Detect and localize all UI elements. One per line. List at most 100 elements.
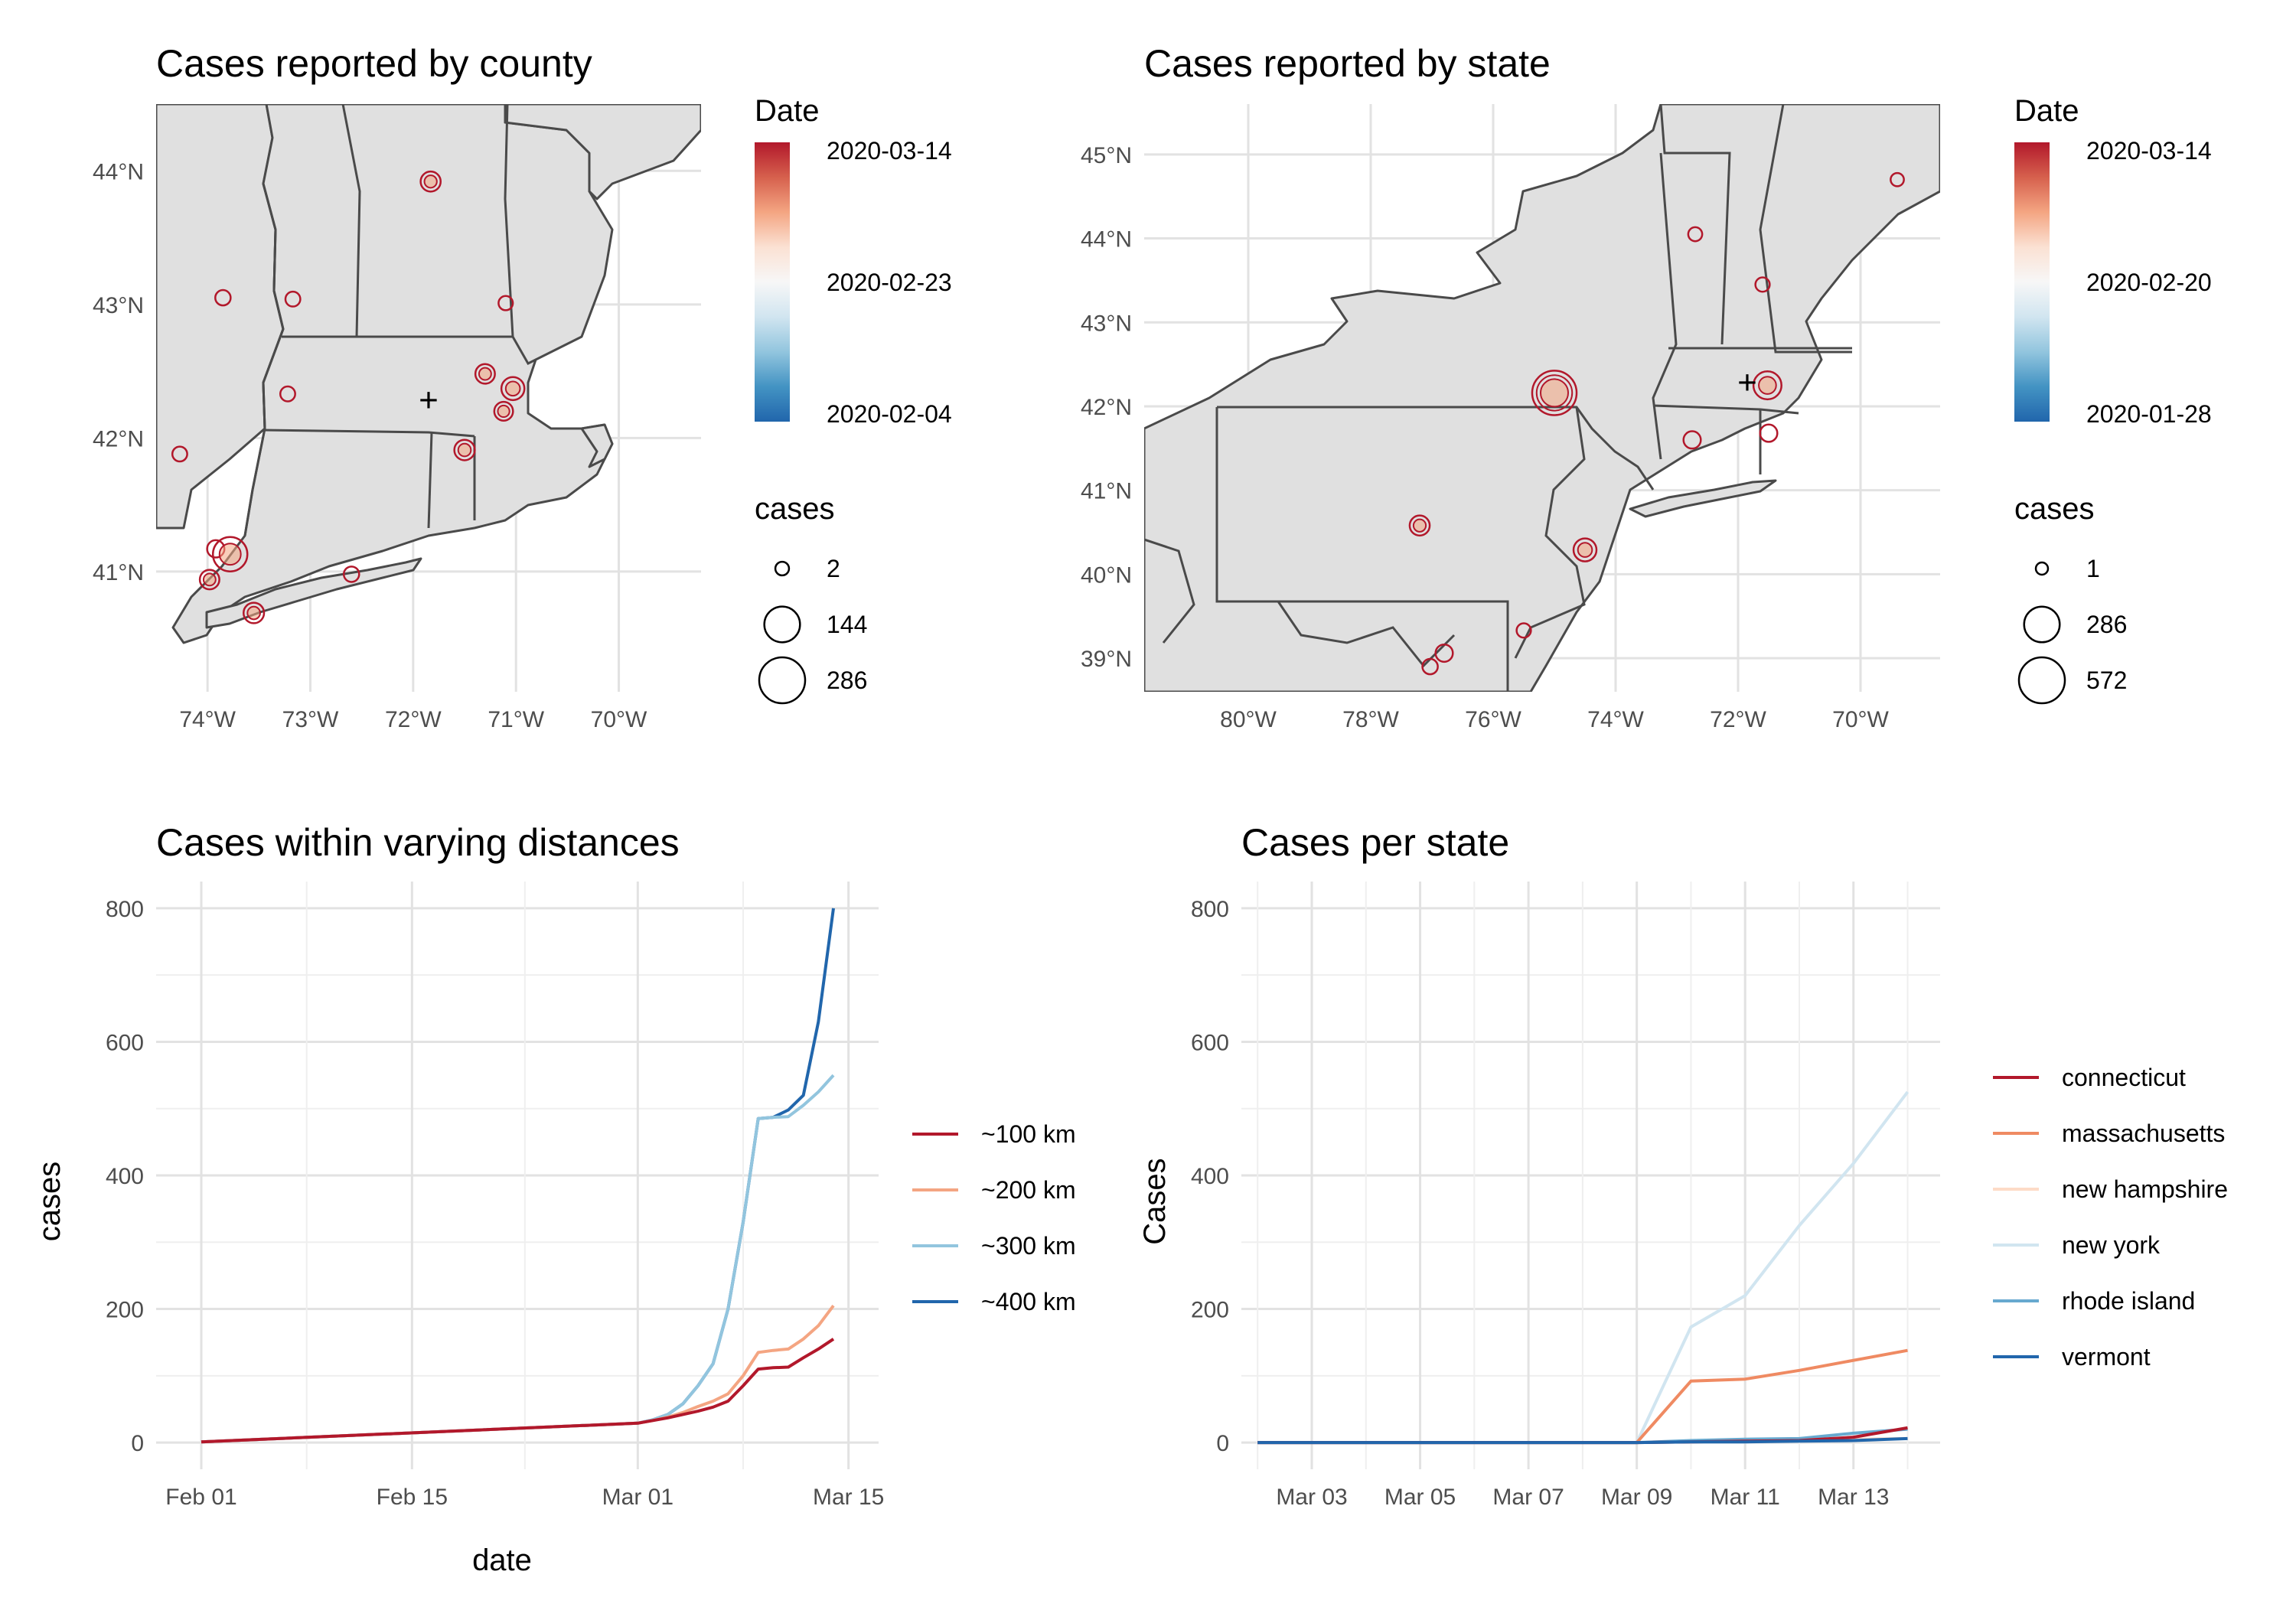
legend-item: ~200 km (912, 1176, 1076, 1204)
county-map-panel: Cases reported by county + 74°W 73°W 72°W 7… (93, 42, 952, 732)
border-ny-vt (1652, 152, 1678, 460)
case-circle (1408, 514, 1431, 537)
border-ny-east (243, 183, 285, 536)
x-tick-label: 73°W (282, 707, 339, 732)
cases-size-legend: 2 144 286 (758, 555, 867, 705)
x-tick-label: Mar 15 (813, 1485, 884, 1510)
border-ma-south (263, 429, 475, 438)
cases-size-legend: 1 286 572 (2017, 555, 2127, 705)
state-line-panel: Cases per state 0 200 400 600 800 Mar 03 Mar 0… (1138, 821, 2228, 1510)
border-ma-north (282, 335, 536, 365)
x-tick-label: Mar 11 (1711, 1485, 1780, 1510)
date-legend-title: Date (755, 94, 820, 128)
land-mass (504, 104, 701, 200)
y-tick-label: 400 (106, 1164, 144, 1189)
legend-label: rhode island (2062, 1287, 2195, 1315)
x-tick-label: 70°W (591, 707, 647, 732)
size-legend-label: 1 (2086, 555, 2100, 582)
y-tick-label: 41°N (1081, 479, 1132, 504)
case-circle (497, 295, 514, 311)
county-map-points (171, 170, 526, 624)
series-line-vermont (1257, 1436, 1908, 1445)
distance-chart-axes: 0 200 400 600 800 Feb 01 Feb 15 Mar 01 Mar 15 (106, 897, 884, 1510)
y-axis-title: cases (33, 1162, 67, 1242)
y-tick-label: 43°N (93, 293, 144, 318)
legend-label: ~200 km (981, 1176, 1076, 1204)
state-map-state-borders (1144, 104, 1852, 692)
state-map-legend: Date 2020-03-14 2020-02-20 2020-01-28 ca… (2014, 94, 2212, 705)
legend-item: ~100 km (912, 1120, 1076, 1148)
distance-line-panel: Cases within varying distances 0 200 400 60… (33, 821, 1076, 1577)
state-map-axes: 80°W 78°W 76°W 74°W 72°W 70°W 45°N 44°N 43°N 42°N… (1081, 143, 1890, 732)
case-circle (214, 288, 232, 307)
y-tick-label: 43°N (1081, 311, 1132, 336)
border-nj (1514, 406, 1586, 659)
legend-label: vermont (2062, 1343, 2151, 1371)
x-tick-label: 72°W (385, 707, 442, 732)
date-legend-label-bottom: 2020-01-28 (2086, 400, 2212, 428)
case-circle (453, 438, 476, 461)
long-island (1629, 479, 1777, 518)
legend-label: connecticut (2062, 1064, 2186, 1091)
legend-label: new hampshire (2062, 1175, 2228, 1203)
y-tick-label: 39°N (1081, 647, 1132, 672)
cases-legend-title: cases (2014, 492, 2095, 526)
case-circle (500, 376, 526, 402)
case-circle (1752, 370, 1782, 401)
state-chart-gridlines (1241, 882, 1940, 1469)
state-chart-axes: 0 200 400 600 800 Mar 03 Mar 05 Mar 07 Mar 09 Mar… (1191, 897, 1890, 1510)
y-tick-label: 44°N (1081, 227, 1132, 253)
case-circle (419, 170, 442, 193)
state-map-panel: Cases reported by state + 80°W 78°W 76°W 74… (1081, 42, 2212, 732)
state-chart-lines (1257, 1090, 1910, 1445)
y-tick-label: 42°N (93, 426, 144, 451)
size-legend-circle (2034, 561, 2050, 576)
size-legend-circle (2023, 605, 2061, 644)
size-legend-circle (774, 560, 791, 577)
border-md-va (1277, 601, 1456, 668)
border-nh-me (1759, 104, 1852, 354)
x-tick-label: Mar 05 (1384, 1485, 1456, 1510)
x-tick-label: 70°W (1832, 707, 1889, 732)
y-tick-label: 45°N (1081, 143, 1132, 168)
x-tick-label: Mar 07 (1492, 1485, 1564, 1510)
x-tick-label: Mar 09 (1601, 1485, 1672, 1510)
state-map-center-marker: + (1737, 363, 1757, 401)
state-map-points (1408, 171, 1905, 676)
x-axis-title: date (472, 1543, 532, 1577)
case-circle (1434, 643, 1454, 663)
case-circle (211, 536, 249, 572)
case-circle (279, 385, 296, 403)
case-circle (1421, 657, 1439, 676)
center-plus-icon: + (1737, 363, 1757, 401)
y-tick-label: 44°N (93, 159, 144, 184)
size-legend-label: 144 (827, 611, 867, 638)
date-colorbar (2014, 142, 2050, 422)
legend-item: new hampshire (1993, 1175, 2228, 1203)
cases-legend-title: cases (755, 492, 835, 526)
legend-item: vermont (1993, 1343, 2151, 1371)
y-tick-label: 800 (1191, 897, 1229, 922)
border-ct-ri (427, 432, 433, 529)
county-map-land (156, 104, 701, 644)
case-circle (1682, 430, 1702, 450)
x-tick-label: Mar 13 (1818, 1485, 1889, 1510)
case-circle (242, 601, 266, 624)
series-line--200-km (201, 1304, 835, 1444)
legend-label: new york (2062, 1231, 2161, 1259)
state-chart-title: Cases per state (1241, 821, 1509, 864)
case-circle (342, 566, 360, 583)
case-circle (1754, 276, 1771, 293)
county-map-center-marker: + (419, 381, 439, 419)
case-circle (198, 569, 220, 591)
series-line--100-km (201, 1338, 835, 1444)
legend-item: rhode island (1993, 1287, 2195, 1315)
case-circle (493, 400, 514, 422)
x-tick-label: 76°W (1465, 707, 1521, 732)
distance-chart-lines (201, 908, 835, 1444)
cape-cod (580, 423, 614, 468)
y-tick-label: 0 (131, 1431, 144, 1456)
case-circle (171, 445, 188, 463)
county-map-state-borders (243, 104, 536, 536)
